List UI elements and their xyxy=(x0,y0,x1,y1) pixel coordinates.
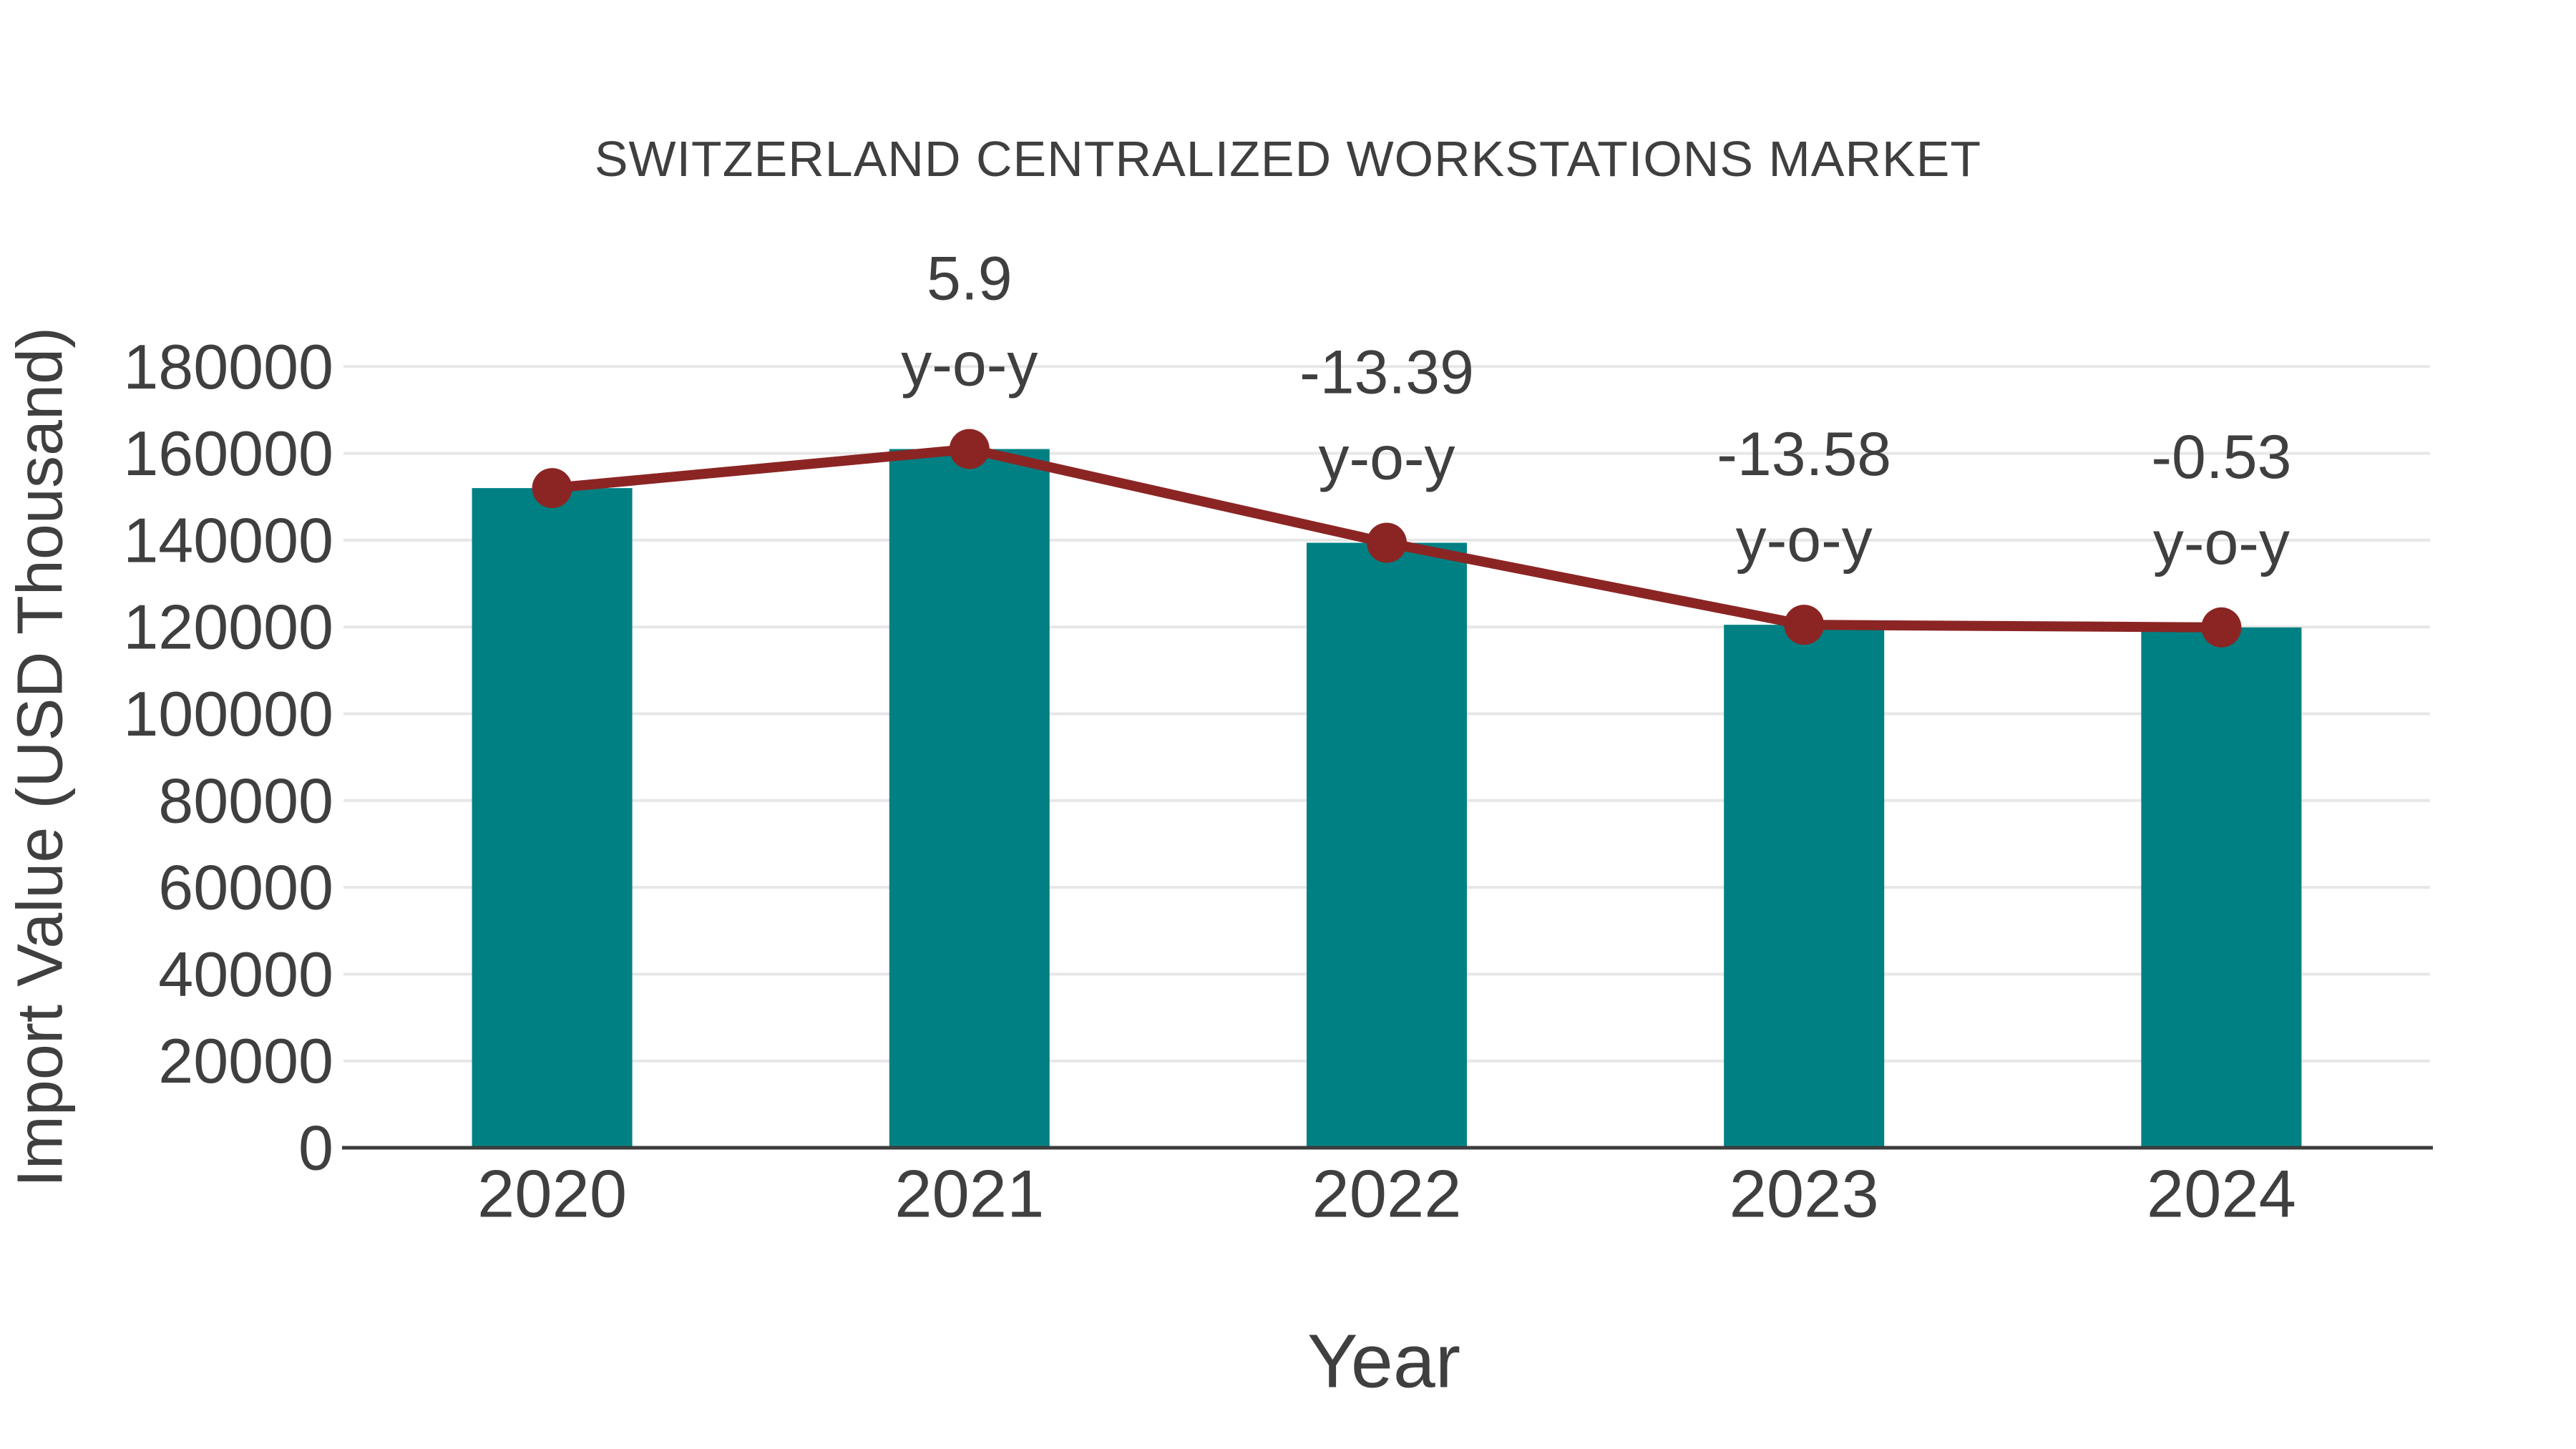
y-tick-label: 60000 xyxy=(158,852,333,923)
annotation-value: -0.53 xyxy=(2151,423,2291,492)
y-tick-label: 100000 xyxy=(123,678,333,749)
annotation-unit: y-o-y xyxy=(1318,424,1455,493)
data-point-marker-2021 xyxy=(949,429,990,469)
annotation-value: 5.9 xyxy=(927,245,1013,313)
y-tick-label: 80000 xyxy=(158,765,333,836)
annotation-unit: y-o-y xyxy=(2153,509,2290,577)
data-point-marker-2022 xyxy=(1367,522,1407,563)
chart-title: SWITZERLAND CENTRALIZED WORKSTATIONS MAR… xyxy=(594,131,1982,187)
y-tick-label: 20000 xyxy=(158,1025,333,1096)
annotation-value: -13.58 xyxy=(1717,420,1891,489)
y-tick-label: 180000 xyxy=(123,331,333,402)
x-axis-title: Year xyxy=(1307,1319,1461,1404)
bar-2024 xyxy=(2141,627,2302,1148)
data-point-marker-2023 xyxy=(1784,605,1825,645)
data-point-marker-2024 xyxy=(2201,607,2242,648)
bar-2023 xyxy=(1724,625,1885,1148)
y-tick-label: 140000 xyxy=(123,504,333,575)
x-tick-label: 2022 xyxy=(1312,1156,1461,1231)
bar-2021 xyxy=(889,449,1050,1148)
x-tick-label: 2024 xyxy=(2147,1156,2296,1231)
annotation-unit: y-o-y xyxy=(901,331,1038,399)
bar-2020 xyxy=(472,488,633,1148)
y-tick-label: 0 xyxy=(298,1113,333,1184)
x-tick-label: 2020 xyxy=(477,1156,627,1231)
y-tick-label: 160000 xyxy=(123,418,333,489)
y-tick-label: 120000 xyxy=(123,592,333,663)
y-tick-label: 40000 xyxy=(158,939,333,1010)
bar-2022 xyxy=(1307,542,1467,1148)
x-tick-label: 2021 xyxy=(894,1156,1044,1231)
data-point-marker-2020 xyxy=(532,468,572,509)
x-tick-label: 2023 xyxy=(1729,1156,1879,1231)
annotation-value: -13.39 xyxy=(1299,338,1474,407)
annotation-unit: y-o-y xyxy=(1736,506,1873,575)
